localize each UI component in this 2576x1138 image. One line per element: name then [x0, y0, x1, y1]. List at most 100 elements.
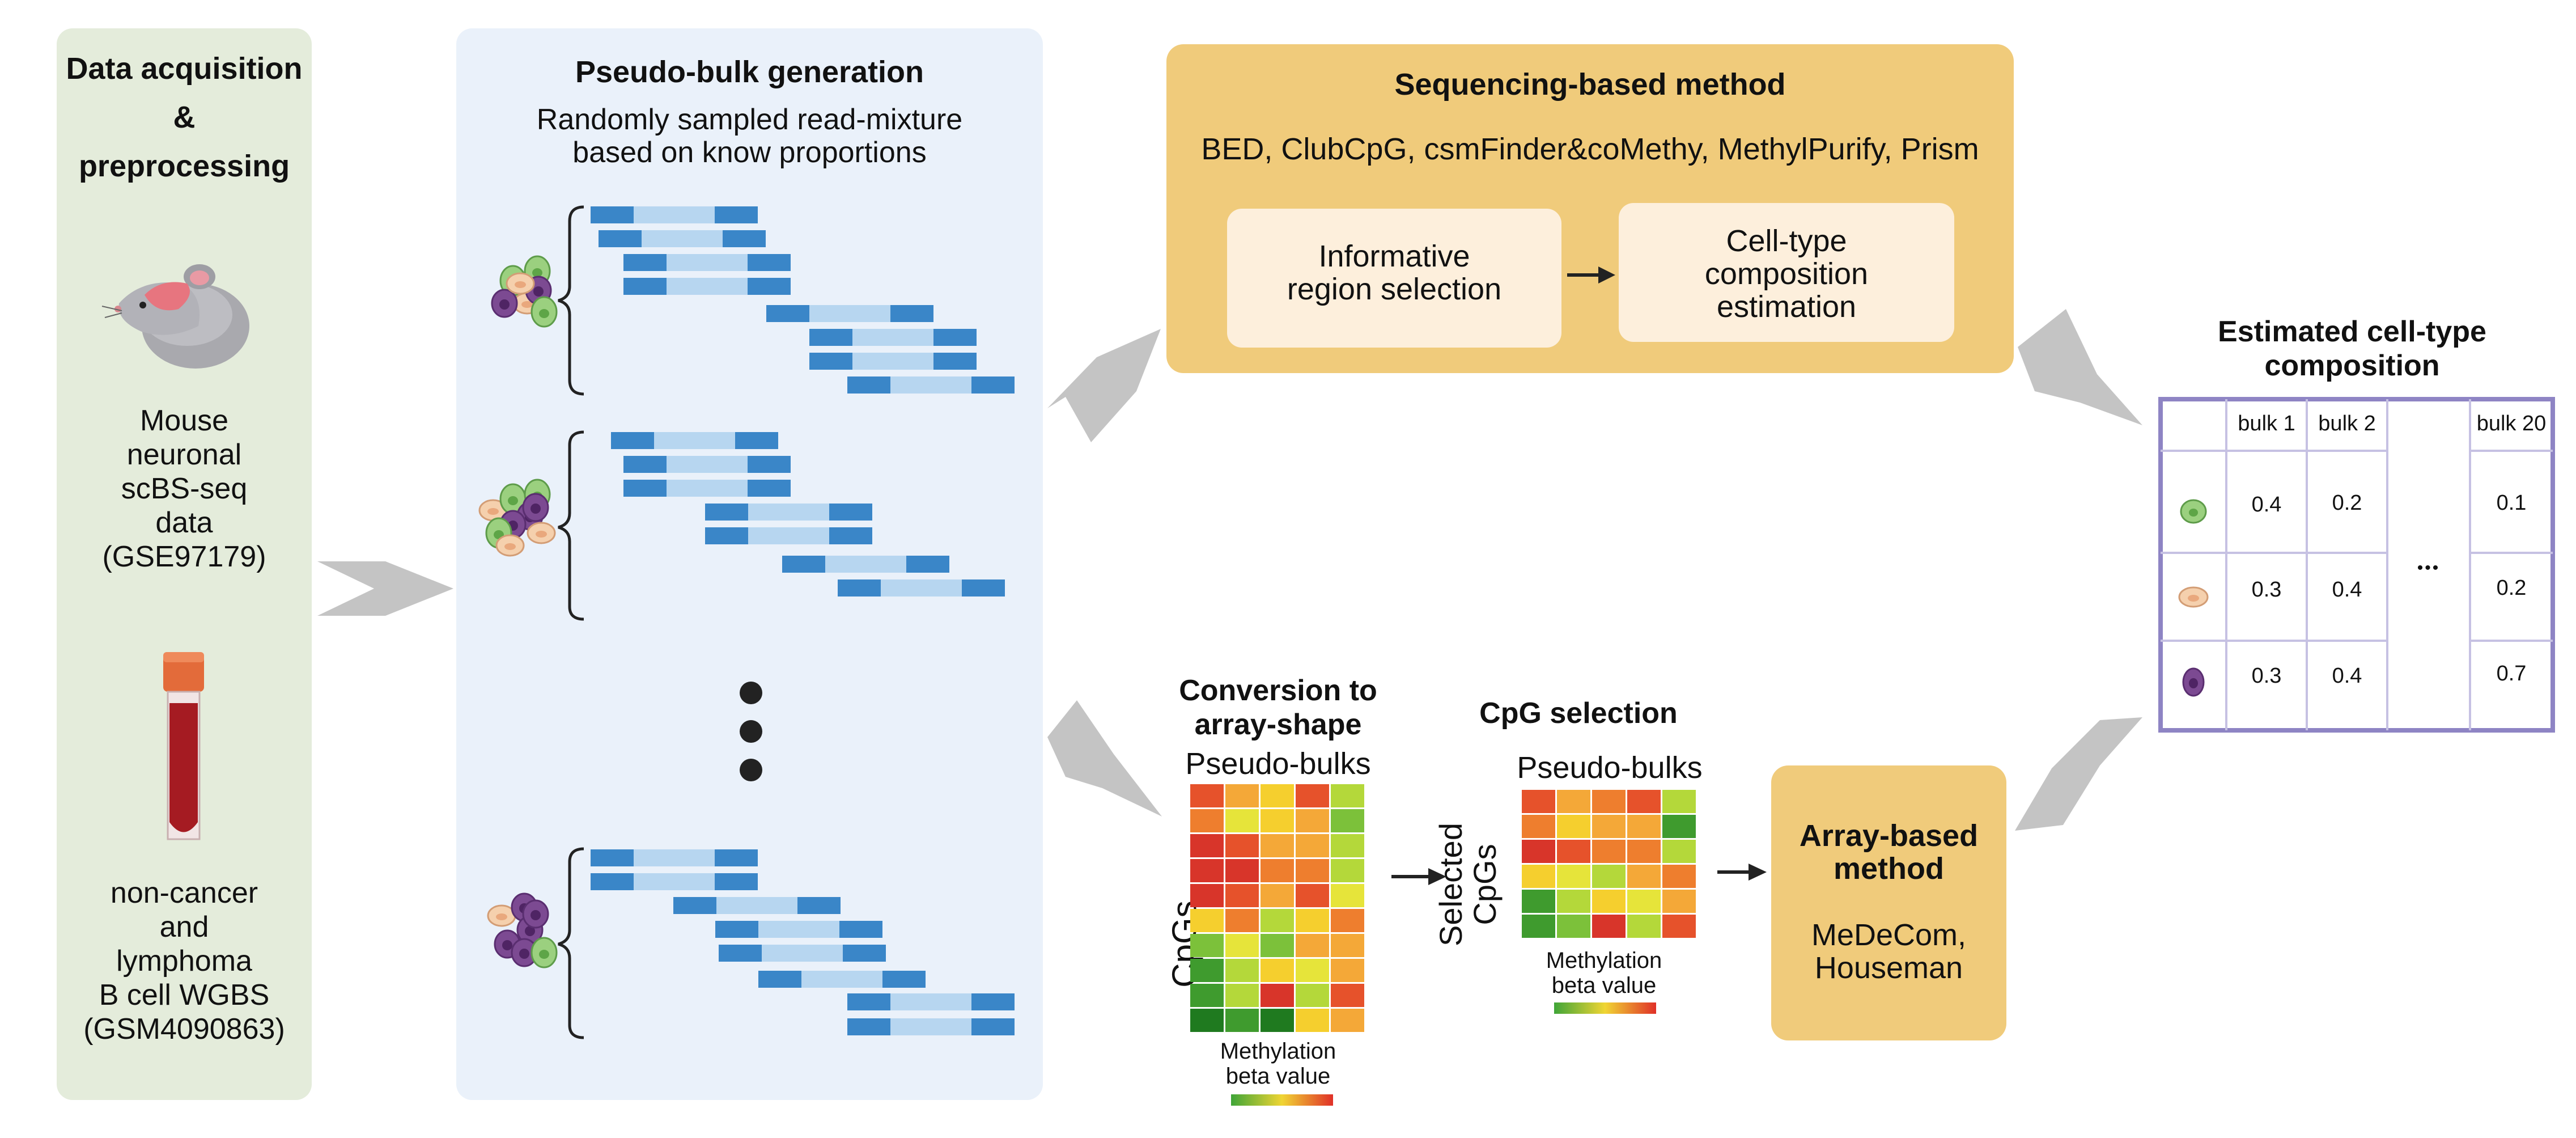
heatmap-cell: [1190, 984, 1224, 1007]
read-end: [847, 1018, 890, 1035]
conversion-to-cpg-arrow-icon: [1428, 868, 1446, 885]
mouse-line-2: neuronal: [126, 438, 242, 471]
heatmap-cell: [1225, 834, 1259, 857]
heatmap-cell: [1331, 934, 1364, 957]
mouse-line-4: data: [155, 506, 213, 539]
heatmap-cell: [1522, 865, 1555, 888]
heatmap-cell: [1261, 1009, 1294, 1032]
read-end: [962, 579, 1005, 597]
heatmap-cell: [1190, 959, 1224, 982]
array-title-line1: Array-based: [1799, 819, 1979, 853]
heatmap-cell: [1662, 915, 1696, 938]
read-end: [782, 556, 825, 573]
read-end: [591, 873, 634, 890]
heatmap-cell: [1331, 834, 1364, 857]
green-cell-icon: [2180, 499, 2207, 524]
ellipsis-dot-2: [740, 720, 762, 743]
read-end: [715, 849, 758, 866]
result-title-line2: composition: [2264, 349, 2440, 382]
read-end: [591, 206, 634, 223]
heatmap-cell: [1592, 890, 1626, 913]
table-cell: 0.2: [2496, 576, 2527, 600]
step2-line2: composition: [1704, 257, 1869, 291]
heatmap-cell: [1662, 890, 1696, 913]
read-end: [748, 480, 791, 497]
heatmap-cell: [1190, 859, 1224, 882]
read-end: [748, 278, 791, 295]
read-end: [673, 897, 716, 914]
heatmap-cell: [1225, 784, 1259, 807]
conversion-title: Conversion to array-shape: [1153, 674, 1403, 742]
table-column-ellipsis: •••: [2417, 559, 2441, 577]
heatmap-cell: [1261, 934, 1294, 957]
read-end: [847, 376, 890, 394]
conversion-title-line1: Conversion to: [1179, 674, 1377, 707]
heatmap-cell: [1557, 815, 1590, 838]
read-end: [882, 971, 926, 988]
heatmap-cell: [1261, 884, 1294, 907]
column-header-bulk-1: bulk 1: [2238, 412, 2295, 435]
heatmap-cell: [1296, 984, 1329, 1007]
heatmap-cell: [1331, 809, 1364, 832]
cpg-heatmap-top-label: Pseudo-bulks: [1517, 751, 1703, 785]
ellipsis-dot-3: [740, 759, 762, 781]
conversion-heatmap: [1190, 784, 1364, 1032]
read-end: [715, 921, 758, 938]
read-end: [623, 254, 667, 271]
cpg-to-array-arrow-icon: [1749, 864, 1767, 881]
human-data-description: non-cancer and lymphoma B cell WGBS (GSM…: [57, 876, 312, 1046]
read-end: [971, 376, 1015, 394]
read-end: [797, 897, 841, 914]
heatmap-cell: [1557, 840, 1590, 863]
heatmap-cell: [1627, 840, 1661, 863]
heatmap-cell: [1296, 884, 1329, 907]
step2-line3: estimation: [1716, 290, 1857, 324]
composition-estimation-label: Cell-type composition estimation: [1619, 225, 1954, 323]
heatmap-cell: [1225, 809, 1259, 832]
conversion-legend-line1: Methylation: [1220, 1039, 1336, 1064]
heatmap-cell: [1296, 1009, 1329, 1032]
heatmap-cell: [1225, 859, 1259, 882]
heatmap-cell: [1557, 865, 1590, 888]
heatmap-cell: [1225, 884, 1259, 907]
read-end: [591, 849, 634, 866]
heatmap-cell: [1331, 909, 1364, 932]
composition-estimation-step: [1619, 203, 1954, 342]
acquisition-title-line2: &: [173, 100, 196, 134]
read-end: [971, 1018, 1015, 1035]
table-cell: 0.1: [2496, 491, 2527, 515]
read-end: [623, 278, 667, 295]
sequencing-title: Sequencing-based method: [1394, 67, 1786, 101]
heatmap-cell: [1627, 815, 1661, 838]
heatmap-cell: [1190, 809, 1224, 832]
array-method-title: Array-based method: [1771, 819, 2006, 885]
step1-line1: Informative: [1318, 239, 1470, 273]
read-end: [705, 527, 748, 544]
cpg-legend-bar: [1554, 1002, 1656, 1014]
read-end: [906, 556, 949, 573]
pseudo-bulk-subtitle-line2: based on know proportions: [572, 136, 927, 169]
array-methods-line1: MeDeCom,: [1811, 918, 1967, 952]
read-group-2: [558, 430, 584, 621]
arrow-acq-to-pseudo: [317, 561, 453, 616]
conversion-legend-bar: [1231, 1094, 1333, 1106]
heatmap-cell: [1627, 865, 1661, 888]
heatmap-cell: [1662, 815, 1696, 838]
cpg-selection-heatmap: [1522, 790, 1696, 938]
read-end: [766, 305, 809, 322]
purple-cell-icon: [2182, 667, 2205, 697]
result-title-line1: Estimated cell-type: [2218, 315, 2486, 348]
mouse-line-1: Mouse: [139, 404, 229, 437]
arrow-sequencing-to-result: [2018, 309, 2142, 425]
read-end: [971, 993, 1015, 1010]
heatmap-cell: [1225, 984, 1259, 1007]
read-end: [829, 527, 872, 544]
array-methods-line2: Houseman: [1814, 951, 1963, 985]
heatmap-cell: [1592, 790, 1626, 813]
heatmap-cell: [1557, 790, 1590, 813]
arrow-array-to-result: [2015, 717, 2142, 831]
human-line-1: non-cancer: [110, 877, 258, 909]
